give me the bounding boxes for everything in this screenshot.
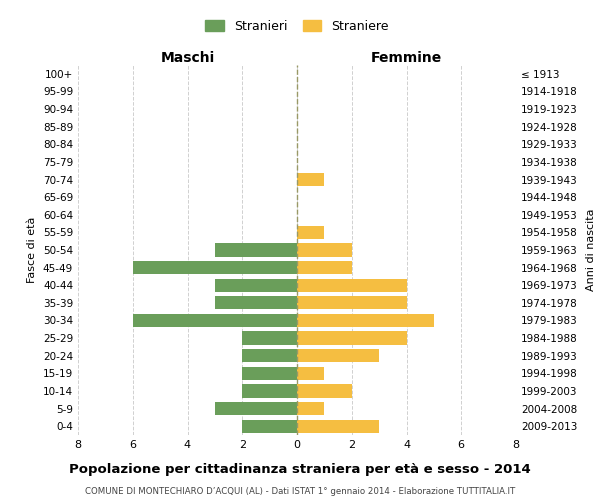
Y-axis label: Fasce di età: Fasce di età <box>28 217 37 283</box>
Bar <box>297 402 325 415</box>
Bar <box>242 349 297 362</box>
Bar <box>242 366 297 380</box>
Text: Femmine: Femmine <box>371 51 442 65</box>
Bar <box>297 420 379 433</box>
Bar <box>297 332 407 344</box>
Bar <box>133 261 297 274</box>
Bar <box>215 402 297 415</box>
Bar <box>297 384 352 398</box>
Bar <box>297 314 434 327</box>
Bar <box>297 349 379 362</box>
Bar <box>297 244 352 256</box>
Bar <box>297 278 407 292</box>
Bar <box>297 173 325 186</box>
Text: Maschi: Maschi <box>160 51 215 65</box>
Bar <box>133 314 297 327</box>
Legend: Stranieri, Straniere: Stranieri, Straniere <box>202 16 392 36</box>
Bar <box>215 244 297 256</box>
Bar <box>297 296 407 310</box>
Bar <box>297 261 352 274</box>
Bar <box>215 278 297 292</box>
Bar <box>242 332 297 344</box>
Bar <box>242 420 297 433</box>
Text: Popolazione per cittadinanza straniera per età e sesso - 2014: Popolazione per cittadinanza straniera p… <box>69 462 531 475</box>
Bar <box>242 384 297 398</box>
Bar <box>297 226 325 239</box>
Y-axis label: Anni di nascita: Anni di nascita <box>586 209 596 291</box>
Text: COMUNE DI MONTECHIARO D’ACQUI (AL) - Dati ISTAT 1° gennaio 2014 - Elaborazione T: COMUNE DI MONTECHIARO D’ACQUI (AL) - Dat… <box>85 488 515 496</box>
Bar <box>215 296 297 310</box>
Bar <box>297 366 325 380</box>
